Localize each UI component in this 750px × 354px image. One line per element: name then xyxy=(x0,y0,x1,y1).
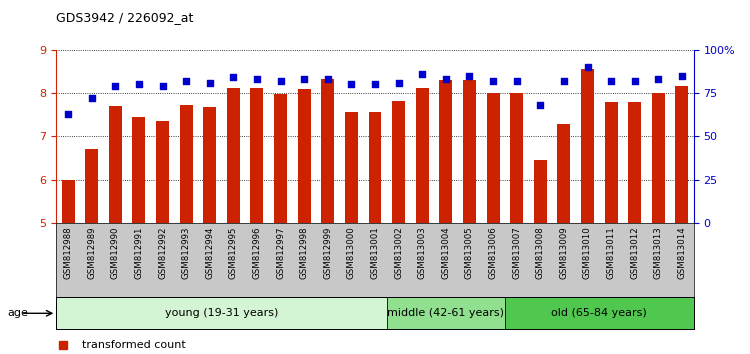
Text: GSM813013: GSM813013 xyxy=(654,227,663,280)
Bar xyxy=(274,94,287,223)
Point xyxy=(440,76,452,82)
Point xyxy=(487,78,499,84)
Text: GSM813004: GSM813004 xyxy=(441,227,450,280)
Bar xyxy=(226,88,240,223)
Bar xyxy=(628,102,641,223)
Point xyxy=(86,95,98,101)
Bar xyxy=(298,88,310,223)
Point xyxy=(180,78,192,84)
Text: GSM813009: GSM813009 xyxy=(560,227,568,279)
Text: GSM812988: GSM812988 xyxy=(64,227,73,279)
Text: transformed count: transformed count xyxy=(82,339,185,350)
Bar xyxy=(133,117,146,223)
Point xyxy=(133,81,145,87)
Text: old (65-84 years): old (65-84 years) xyxy=(551,308,647,318)
Bar xyxy=(387,297,505,329)
Bar xyxy=(676,86,688,223)
Point xyxy=(204,80,216,85)
Point xyxy=(558,78,570,84)
Text: GSM812990: GSM812990 xyxy=(111,227,120,279)
Bar xyxy=(156,121,169,223)
Text: age: age xyxy=(8,308,28,318)
Bar xyxy=(557,124,571,223)
Point xyxy=(511,78,523,84)
Bar xyxy=(56,297,387,329)
Text: GSM813006: GSM813006 xyxy=(488,227,497,280)
Text: GSM813010: GSM813010 xyxy=(583,227,592,280)
Bar xyxy=(251,88,263,223)
Text: GSM813007: GSM813007 xyxy=(512,227,521,280)
Text: GSM812999: GSM812999 xyxy=(323,227,332,279)
Bar xyxy=(440,80,452,223)
Point xyxy=(392,80,404,85)
Bar xyxy=(510,93,524,223)
Bar xyxy=(392,101,405,223)
Text: GSM813012: GSM813012 xyxy=(630,227,639,280)
Bar xyxy=(581,69,594,223)
Bar xyxy=(321,79,334,223)
Text: GSM813008: GSM813008 xyxy=(536,227,544,280)
Point xyxy=(605,78,617,84)
Bar xyxy=(109,106,122,223)
Point xyxy=(298,76,310,82)
Point xyxy=(110,83,122,89)
Text: GSM812992: GSM812992 xyxy=(158,227,167,279)
Text: GSM813011: GSM813011 xyxy=(607,227,616,280)
Bar xyxy=(416,88,429,223)
Point xyxy=(464,73,476,78)
Bar xyxy=(86,149,98,223)
Text: young (19-31 years): young (19-31 years) xyxy=(165,308,278,318)
Bar xyxy=(345,113,358,223)
Text: GDS3942 / 226092_at: GDS3942 / 226092_at xyxy=(56,11,194,24)
Bar xyxy=(368,113,382,223)
Text: GSM813014: GSM813014 xyxy=(677,227,686,280)
Point xyxy=(369,81,381,87)
Bar xyxy=(534,160,547,223)
Bar xyxy=(505,297,694,329)
Bar xyxy=(179,105,193,223)
Text: GSM812995: GSM812995 xyxy=(229,227,238,279)
Point xyxy=(62,111,74,116)
Point xyxy=(274,78,286,84)
Text: middle (42-61 years): middle (42-61 years) xyxy=(387,308,504,318)
Text: GSM812994: GSM812994 xyxy=(206,227,214,279)
Bar xyxy=(463,80,476,223)
Bar xyxy=(62,180,74,223)
Text: GSM813002: GSM813002 xyxy=(394,227,403,280)
Text: GSM812997: GSM812997 xyxy=(276,227,285,279)
Bar xyxy=(604,102,617,223)
Text: GSM812996: GSM812996 xyxy=(253,227,262,279)
Bar xyxy=(652,93,664,223)
Point xyxy=(534,102,546,108)
Point xyxy=(322,76,334,82)
Text: GSM813005: GSM813005 xyxy=(465,227,474,280)
Text: GSM812998: GSM812998 xyxy=(300,227,309,279)
Point xyxy=(676,73,688,78)
Point xyxy=(346,81,358,87)
Point xyxy=(157,83,169,89)
Text: GSM813000: GSM813000 xyxy=(347,227,356,280)
Text: GSM813003: GSM813003 xyxy=(418,227,427,280)
Text: GSM812991: GSM812991 xyxy=(134,227,143,279)
Point xyxy=(251,76,263,82)
Point xyxy=(227,74,239,80)
Point xyxy=(652,76,664,82)
Point xyxy=(416,71,428,77)
Text: GSM812993: GSM812993 xyxy=(182,227,190,279)
Text: GSM813001: GSM813001 xyxy=(370,227,380,280)
Point xyxy=(628,78,640,84)
Bar xyxy=(487,93,500,223)
Text: GSM812989: GSM812989 xyxy=(87,227,96,279)
Point xyxy=(581,64,593,70)
Bar xyxy=(203,107,216,223)
